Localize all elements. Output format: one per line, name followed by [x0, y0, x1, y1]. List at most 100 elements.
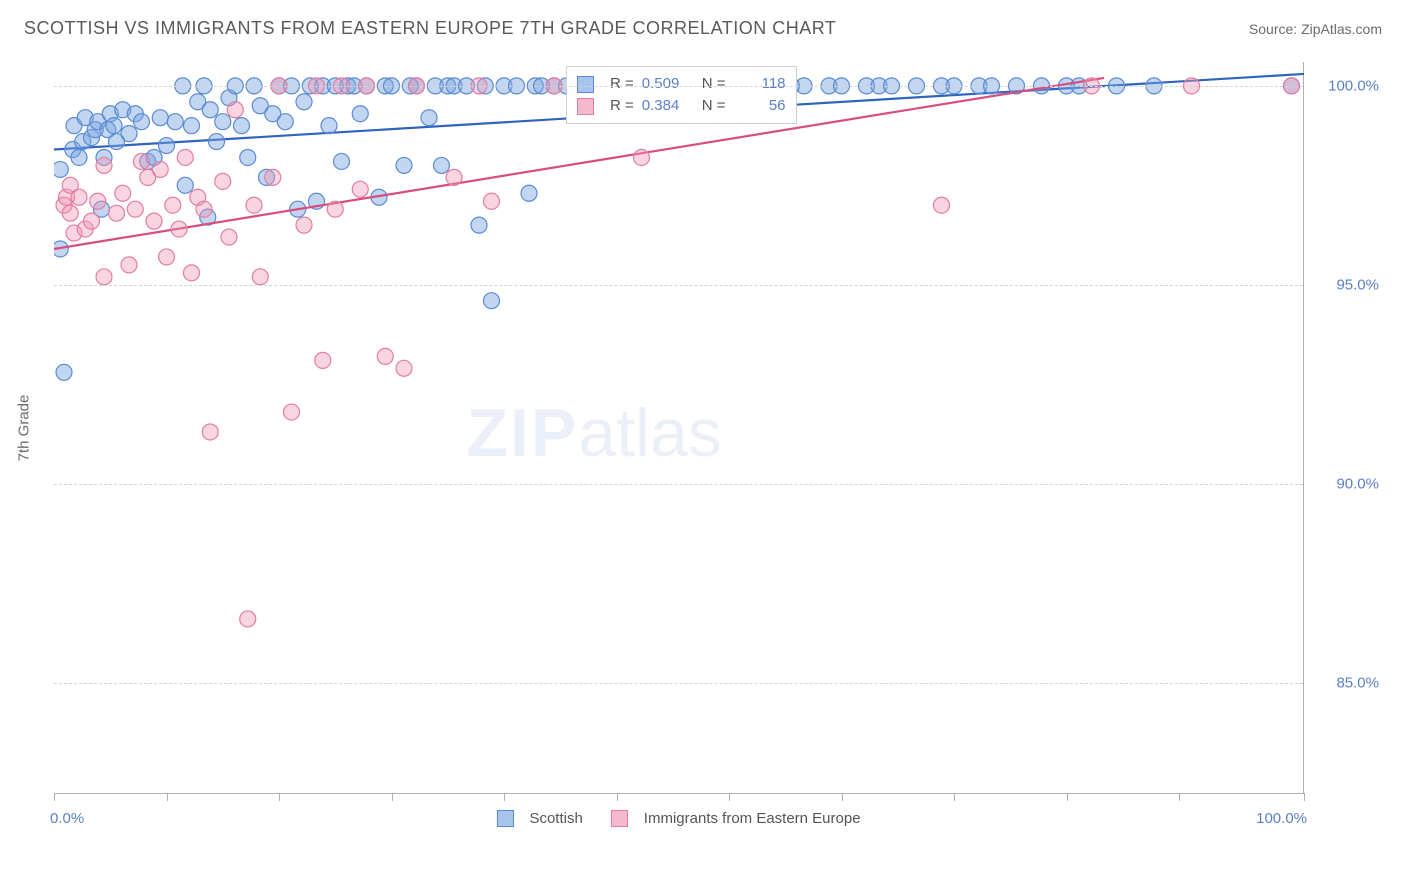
data-point: [221, 229, 237, 245]
y-tick-label: 95.0%: [1336, 276, 1379, 293]
data-point: [215, 173, 231, 189]
x-tick: [729, 793, 730, 801]
x-tick: [279, 793, 280, 801]
data-point: [296, 217, 312, 233]
data-point: [167, 114, 183, 130]
data-point: [484, 293, 500, 309]
data-point: [521, 185, 537, 201]
data-point: [327, 201, 343, 217]
stat-r-label: R =: [610, 95, 634, 117]
data-point: [152, 161, 168, 177]
y-axis-label: 7th Grade: [16, 394, 33, 461]
data-point: [184, 265, 200, 281]
stat-n-value: 56: [734, 95, 786, 117]
gridline-h: [54, 86, 1303, 87]
x-tick: [954, 793, 955, 801]
data-point: [159, 138, 175, 154]
data-point: [171, 221, 187, 237]
stat-r-value: 0.384: [642, 95, 694, 117]
data-point: [434, 157, 450, 173]
data-point: [634, 149, 650, 165]
series-swatch: [577, 76, 594, 93]
data-point: [446, 169, 462, 185]
chart-header: SCOTTISH VS IMMIGRANTS FROM EASTERN EURO…: [24, 18, 1382, 39]
gridline-h: [54, 484, 1303, 485]
data-point: [106, 118, 122, 134]
data-point: [377, 348, 393, 364]
gridline-h: [54, 683, 1303, 684]
legend-label: Scottish: [529, 810, 582, 827]
data-point: [315, 352, 331, 368]
data-point: [202, 424, 218, 440]
data-point: [234, 118, 250, 134]
data-point: [421, 110, 437, 126]
series-swatch: [496, 810, 513, 827]
data-point: [484, 193, 500, 209]
x-tick: [842, 793, 843, 801]
data-point: [934, 197, 950, 213]
x-tick: [167, 793, 168, 801]
data-point: [134, 114, 150, 130]
data-point: [352, 106, 368, 122]
data-point: [84, 213, 100, 229]
data-point: [277, 114, 293, 130]
data-point: [96, 269, 112, 285]
data-point: [56, 364, 72, 380]
chart-title: SCOTTISH VS IMMIGRANTS FROM EASTERN EURO…: [24, 18, 836, 39]
data-point: [240, 611, 256, 627]
stat-n-label: N =: [702, 73, 726, 95]
data-point: [321, 118, 337, 134]
data-point: [90, 193, 106, 209]
data-point: [296, 94, 312, 110]
series-swatch: [611, 810, 628, 827]
stats-row: R = 0.509 N = 118: [577, 73, 786, 95]
data-point: [184, 118, 200, 134]
data-point: [471, 217, 487, 233]
x-tick-label: 0.0%: [50, 810, 84, 827]
legend-item: Immigrants from Eastern Europe: [611, 810, 861, 827]
data-point: [159, 249, 175, 265]
data-point: [209, 134, 225, 150]
data-point: [146, 213, 162, 229]
data-point: [165, 197, 181, 213]
chart-source: Source: ZipAtlas.com: [1249, 21, 1382, 37]
data-point: [96, 157, 112, 173]
data-point: [134, 153, 150, 169]
data-point: [152, 110, 168, 126]
x-tick: [617, 793, 618, 801]
x-tick: [1067, 793, 1068, 801]
data-point: [71, 189, 87, 205]
data-point: [396, 360, 412, 376]
gridline-h: [54, 285, 1303, 286]
data-point: [54, 161, 68, 177]
data-point: [396, 157, 412, 173]
stat-n-label: N =: [702, 95, 726, 117]
plot-area: 7th Grade ZIPatlas R = 0.509N = 118R = 0…: [54, 62, 1304, 794]
x-tick: [54, 793, 55, 801]
series-swatch: [577, 98, 594, 115]
data-point: [177, 149, 193, 165]
data-point: [196, 201, 212, 217]
x-tick-label: 100.0%: [1256, 810, 1307, 827]
stat-r-value: 0.509: [642, 73, 694, 95]
data-point: [252, 269, 268, 285]
chart-svg: [54, 62, 1304, 794]
data-point: [284, 404, 300, 420]
y-tick-label: 100.0%: [1328, 77, 1379, 94]
data-point: [121, 126, 137, 142]
data-point: [127, 201, 143, 217]
stats-row: R = 0.384 N = 56: [577, 95, 786, 117]
legend-item: Scottish: [496, 810, 582, 827]
data-point: [246, 197, 262, 213]
data-point: [62, 205, 78, 221]
data-point: [71, 149, 87, 165]
legend-label: Immigrants from Eastern Europe: [644, 810, 861, 827]
y-tick-label: 90.0%: [1336, 475, 1379, 492]
x-tick: [504, 793, 505, 801]
stat-n-value: 118: [734, 73, 786, 95]
x-tick: [1179, 793, 1180, 801]
stat-r-label: R =: [610, 73, 634, 95]
data-point: [115, 185, 131, 201]
series-legend: Scottish Immigrants from Eastern Europe: [496, 810, 860, 827]
data-point: [177, 177, 193, 193]
